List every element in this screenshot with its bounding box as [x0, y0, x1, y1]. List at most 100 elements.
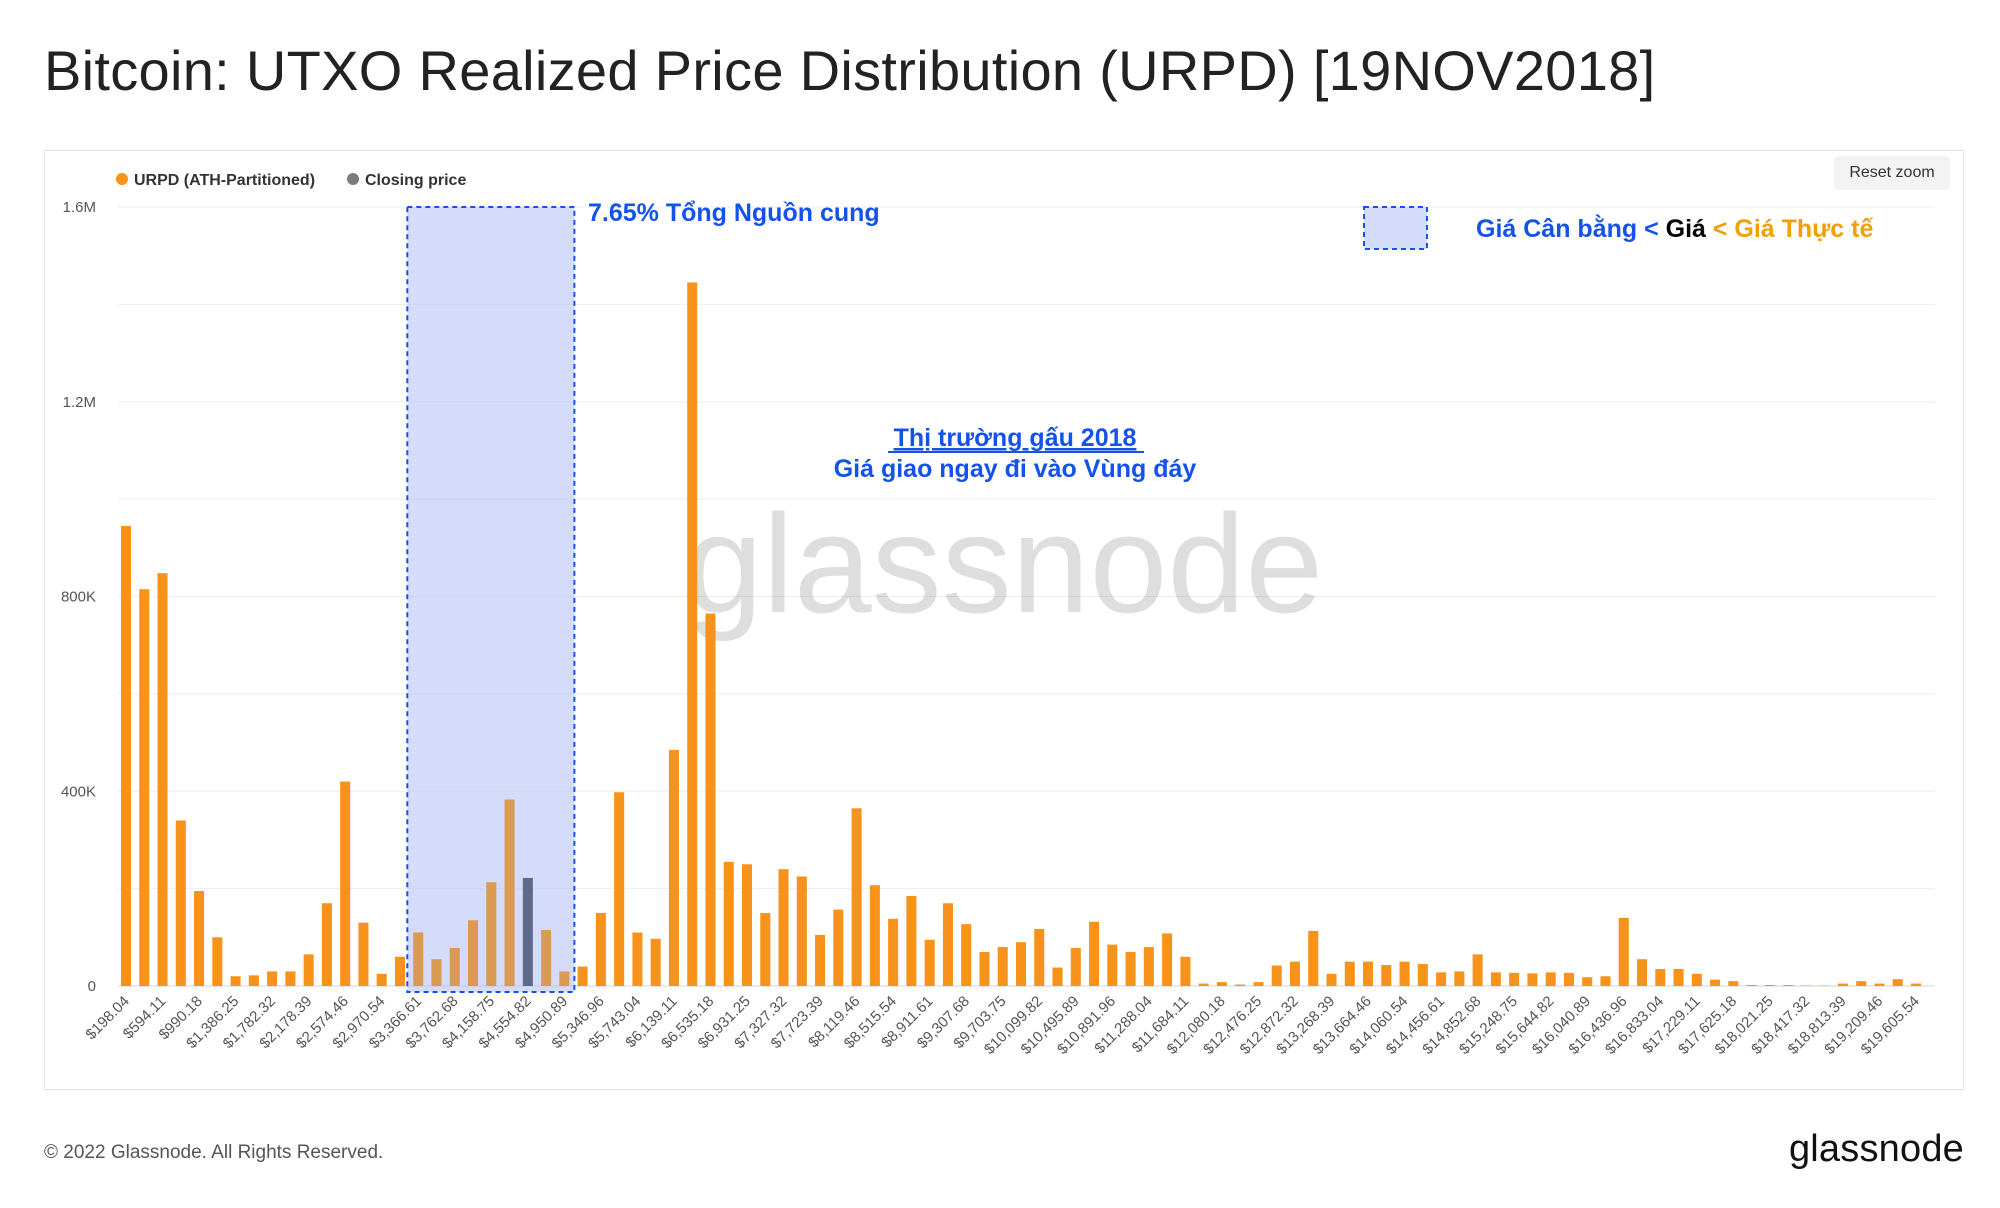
urpd-bar: [1874, 983, 1885, 986]
legend-marker: [347, 173, 359, 185]
footer-logo: glassnode: [1788, 1128, 1964, 1170]
urpd-bar: [1801, 985, 1812, 987]
urpd-bar: [1125, 951, 1136, 986]
urpd-bar: [815, 934, 826, 986]
urpd-bar: [1052, 967, 1063, 986]
urpd-bar: [1728, 981, 1739, 986]
urpd-bar: [1892, 979, 1903, 986]
y-tick-label: 400K: [61, 783, 96, 800]
legend-label: Closing price: [365, 172, 466, 189]
urpd-bar: [961, 924, 972, 986]
urpd-bar: [1600, 976, 1611, 986]
urpd-bar: [285, 971, 296, 986]
urpd-bar: [321, 903, 332, 986]
urpd-bar: [194, 891, 205, 986]
urpd-bar: [1636, 959, 1648, 986]
urpd-bar: [1454, 971, 1465, 986]
urpd-bar: [559, 971, 570, 986]
urpd-bar: [1015, 942, 1027, 986]
urpd-bar: [1271, 965, 1282, 986]
page-title: Bitcoin: UTXO Realized Price Distributio…: [44, 39, 1656, 102]
urpd-bar: [1436, 972, 1447, 986]
urpd-bar: [1545, 972, 1556, 986]
urpd-bar: [1582, 977, 1593, 986]
urpd-bar: [1563, 972, 1574, 986]
urpd-bar: [723, 861, 734, 986]
closing-price-bar: [522, 877, 533, 986]
urpd-bar: [650, 938, 661, 986]
urpd-bar: [796, 876, 807, 986]
urpd-bar: [1216, 982, 1227, 986]
urpd-bar: [394, 956, 406, 986]
urpd-bar: [760, 912, 771, 986]
urpd-bar: [1509, 972, 1520, 986]
urpd-bar: [632, 932, 643, 986]
urpd-bar: [924, 939, 935, 986]
urpd-bar: [1344, 961, 1355, 986]
urpd-bar: [1618, 917, 1629, 986]
urpd-bar: [1655, 968, 1666, 986]
x-axis: $198.04$594.11$990.18$1,386.25$1,782.32$…: [82, 993, 1922, 1058]
y-tick-label: 800K: [61, 589, 96, 606]
legend-label: URPD (ATH-Partitioned): [134, 172, 315, 189]
y-tick-label: 0: [88, 978, 96, 995]
urpd-bar: [175, 820, 186, 986]
urpd-bar: [1783, 985, 1794, 986]
urpd-bar: [979, 951, 990, 986]
urpd-bar: [120, 525, 132, 986]
urpd-bar: [340, 781, 351, 986]
urpd-bar: [1381, 965, 1392, 986]
urpd-bar: [1764, 985, 1775, 986]
urpd-bar: [1910, 983, 1922, 986]
highlight-legend-swatch: [1363, 206, 1428, 250]
urpd-bar: [468, 920, 479, 986]
reset-zoom-button[interactable]: Reset zoom: [1834, 156, 1950, 190]
urpd-bar: [449, 948, 460, 986]
legend: URPD (ATH-Partitioned) Closing price: [116, 172, 466, 189]
urpd-bar: [1691, 973, 1702, 986]
urpd-bar: [1198, 983, 1209, 986]
urpd-bar: [997, 947, 1008, 986]
urpd-bar: [1472, 954, 1483, 986]
watermark-text: glassnode: [685, 485, 1323, 642]
urpd-bar: [267, 971, 278, 986]
urpd-bar: [1289, 961, 1301, 986]
urpd-bar: [1399, 961, 1410, 986]
urpd-bar: [595, 912, 606, 986]
urpd-bar: [851, 808, 862, 986]
urpd-bar: [1819, 985, 1830, 987]
urpd-bar: [413, 932, 424, 986]
urpd-bar: [1070, 948, 1081, 986]
annotations: 7.65% Tổng Nguồn cung Thị trường gấu 2018…: [588, 199, 1873, 483]
urpd-bar: [1856, 981, 1867, 986]
bear-market-subtitle: Giá giao ngay đi vào Vùng đáy: [834, 455, 1197, 483]
urpd-bar: [431, 959, 442, 986]
urpd-bar: [504, 799, 515, 986]
urpd-bar: [833, 909, 844, 986]
urpd-bar: [212, 937, 223, 986]
urpd-bar: [1235, 984, 1246, 986]
urpd-bar: [157, 573, 168, 986]
urpd-bar: [303, 954, 314, 986]
urpd-bar: [1417, 964, 1428, 986]
urpd-bar: [1673, 968, 1684, 986]
urpd-bar: [1527, 973, 1538, 986]
urpd-bar: [230, 976, 241, 986]
urpd-bar: [942, 903, 953, 986]
y-axis: 0 400K 800K 1.2M 1.6M: [61, 199, 96, 995]
urpd-bar: [1746, 985, 1757, 986]
urpd-bar: [1837, 983, 1848, 986]
urpd-bar: [248, 975, 259, 986]
urpd-bar: [486, 882, 497, 986]
legend-marker: [116, 173, 128, 185]
y-tick-label: 1.6M: [63, 199, 96, 216]
urpd-bar: [1490, 972, 1501, 986]
urpd-bar: [376, 973, 387, 986]
urpd-bar: [1308, 930, 1319, 986]
urpd-bar: [906, 895, 917, 986]
highlight-layer: [406, 206, 576, 993]
urpd-bar: [1326, 973, 1337, 986]
urpd-bar: [668, 749, 679, 986]
bars-layer: [120, 282, 1922, 987]
